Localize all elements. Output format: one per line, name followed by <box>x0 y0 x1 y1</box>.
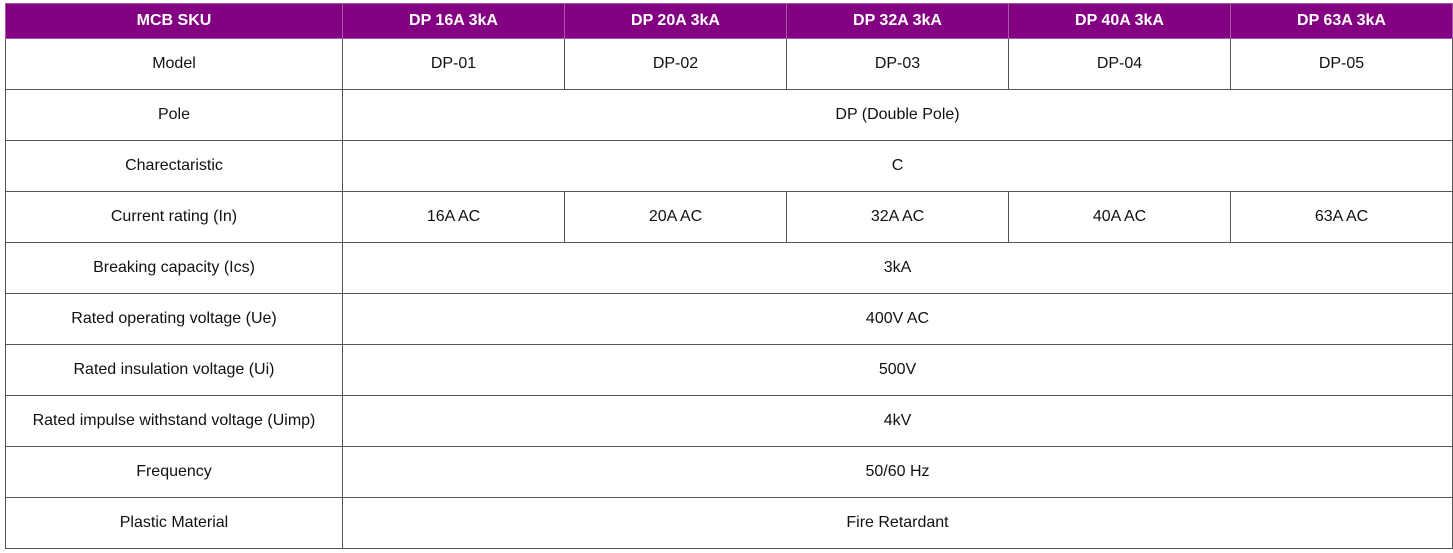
header-cell-dp-40a: DP 40A 3kA <box>1008 3 1231 39</box>
table-cell: 63A AC <box>1230 191 1453 243</box>
table-row-model: Model DP-01 DP-02 DP-03 DP-04 DP-05 <box>5 38 1453 90</box>
row-label-plastic-material: Plastic Material <box>5 497 343 549</box>
row-label-insulation-voltage: Rated insulation voltage (Ui) <box>5 344 343 396</box>
table-row-impulse-voltage: Rated impulse withstand voltage (Uimp) 4… <box>5 395 1453 447</box>
table-cell: DP-03 <box>786 38 1009 90</box>
table-cell-merged: 50/60 Hz <box>342 446 1453 498</box>
table-cell: DP-05 <box>1230 38 1453 90</box>
table-cell: 40A AC <box>1008 191 1231 243</box>
table-cell-merged: 400V AC <box>342 293 1453 345</box>
table-row-frequency: Frequency 50/60 Hz <box>5 446 1453 498</box>
table-cell-merged: C <box>342 140 1453 192</box>
table-cell: DP-02 <box>564 38 787 90</box>
mcb-spec-table: MCB SKU DP 16A 3kA DP 20A 3kA DP 32A 3kA… <box>5 3 1453 549</box>
table-header-row: MCB SKU DP 16A 3kA DP 20A 3kA DP 32A 3kA… <box>5 3 1453 39</box>
row-label-current-rating: Current rating (In) <box>5 191 343 243</box>
header-cell-dp-20a: DP 20A 3kA <box>564 3 787 39</box>
row-label-frequency: Frequency <box>5 446 343 498</box>
row-label-operating-voltage: Rated operating voltage (Ue) <box>5 293 343 345</box>
table-cell: DP-04 <box>1008 38 1231 90</box>
table-cell: 32A AC <box>786 191 1009 243</box>
row-label-characteristic: Charectaristic <box>5 140 343 192</box>
row-label-pole: Pole <box>5 89 343 141</box>
table-row-current-rating: Current rating (In) 16A AC 20A AC 32A AC… <box>5 191 1453 243</box>
header-cell-dp-63a: DP 63A 3kA <box>1230 3 1453 39</box>
table-cell-merged: DP (Double Pole) <box>342 89 1453 141</box>
row-label-model: Model <box>5 38 343 90</box>
table-row-operating-voltage: Rated operating voltage (Ue) 400V AC <box>5 293 1453 345</box>
header-cell-dp-32a: DP 32A 3kA <box>786 3 1009 39</box>
table-cell: 16A AC <box>342 191 565 243</box>
row-label-impulse-voltage: Rated impulse withstand voltage (Uimp) <box>5 395 343 447</box>
row-label-breaking-capacity: Breaking capacity (Ics) <box>5 242 343 294</box>
table-cell-merged: 3kA <box>342 242 1453 294</box>
table-cell-merged: 4kV <box>342 395 1453 447</box>
table-cell-merged: Fire Retardant <box>342 497 1453 549</box>
table-row-plastic-material: Plastic Material Fire Retardant <box>5 497 1453 549</box>
table-row-characteristic: Charectaristic C <box>5 140 1453 192</box>
header-cell-sku: MCB SKU <box>5 3 343 39</box>
header-cell-dp-16a: DP 16A 3kA <box>342 3 565 39</box>
table-cell: 20A AC <box>564 191 787 243</box>
table-row-breaking-capacity: Breaking capacity (Ics) 3kA <box>5 242 1453 294</box>
table-cell-merged: 500V <box>342 344 1453 396</box>
table-row-insulation-voltage: Rated insulation voltage (Ui) 500V <box>5 344 1453 396</box>
table-cell: DP-01 <box>342 38 565 90</box>
table-row-pole: Pole DP (Double Pole) <box>5 89 1453 141</box>
